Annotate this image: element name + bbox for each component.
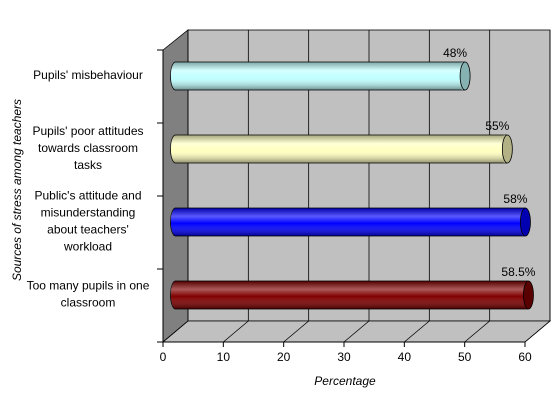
value-label: 58% <box>503 192 527 206</box>
bar-end-shade <box>460 62 471 90</box>
grid-line <box>524 320 551 343</box>
grid-line <box>223 320 249 343</box>
value-label: 55% <box>485 119 509 133</box>
bar-outline <box>175 280 529 310</box>
category-label-line: Too many pupils in one <box>27 279 150 293</box>
grid-line <box>343 320 370 343</box>
category-label-line: Pupils' poor attitudes <box>32 124 143 138</box>
x-tick-label: 60 <box>518 350 532 364</box>
category-label-line: tasks <box>74 158 102 172</box>
category-label-line: towards classroom <box>38 141 138 155</box>
grid-line <box>283 320 309 343</box>
bar-end <box>523 280 534 310</box>
x-axis-title: Percentage <box>314 374 376 388</box>
value-label: 48% <box>443 46 467 60</box>
bar-shade <box>170 281 529 309</box>
category-label-line: Public's attitude and <box>34 189 141 203</box>
bar-end-shade <box>502 135 513 163</box>
category-label-line: Pupils' misbehaviour <box>33 68 143 82</box>
bar-shade <box>170 135 508 163</box>
category-label: Public's attitude and misunderstanding abo… <box>34 189 141 254</box>
x-tick-label: 30 <box>337 350 351 364</box>
x-tick-label: 40 <box>398 350 412 364</box>
category-label: Pupils' poor attitudes towards classroom t… <box>32 124 143 172</box>
x-tick-label: 20 <box>277 350 291 364</box>
bar-shade <box>170 62 466 90</box>
bar-outline <box>175 207 526 237</box>
category-label-line: classroom <box>61 296 116 310</box>
grid-line <box>464 320 490 343</box>
grid-line <box>404 320 430 343</box>
category-label-line: about teachers' <box>47 223 129 237</box>
grid-line <box>162 320 189 343</box>
bar-end-shade <box>523 281 534 309</box>
x-tick-label: 50 <box>458 350 472 364</box>
value-label: 58.5% <box>501 265 535 279</box>
bar-end <box>520 207 531 237</box>
category-label: Too many pupils in one classroom <box>27 279 150 310</box>
category-label-line: workload <box>63 240 112 254</box>
bar-outline <box>175 134 508 164</box>
y-axis-title: Sources of stress among teachers <box>10 99 24 281</box>
x-tick-label: 10 <box>217 350 231 364</box>
bar-end-shade <box>520 208 531 236</box>
bar-end <box>459 61 471 91</box>
category-label: Pupils' misbehaviour <box>33 68 143 82</box>
category-label-line: misunderstanding <box>41 206 136 220</box>
x-tick-label: 0 <box>160 350 167 364</box>
bar-shade <box>170 208 526 236</box>
bar-end <box>501 134 513 164</box>
bar-outline <box>175 61 466 91</box>
